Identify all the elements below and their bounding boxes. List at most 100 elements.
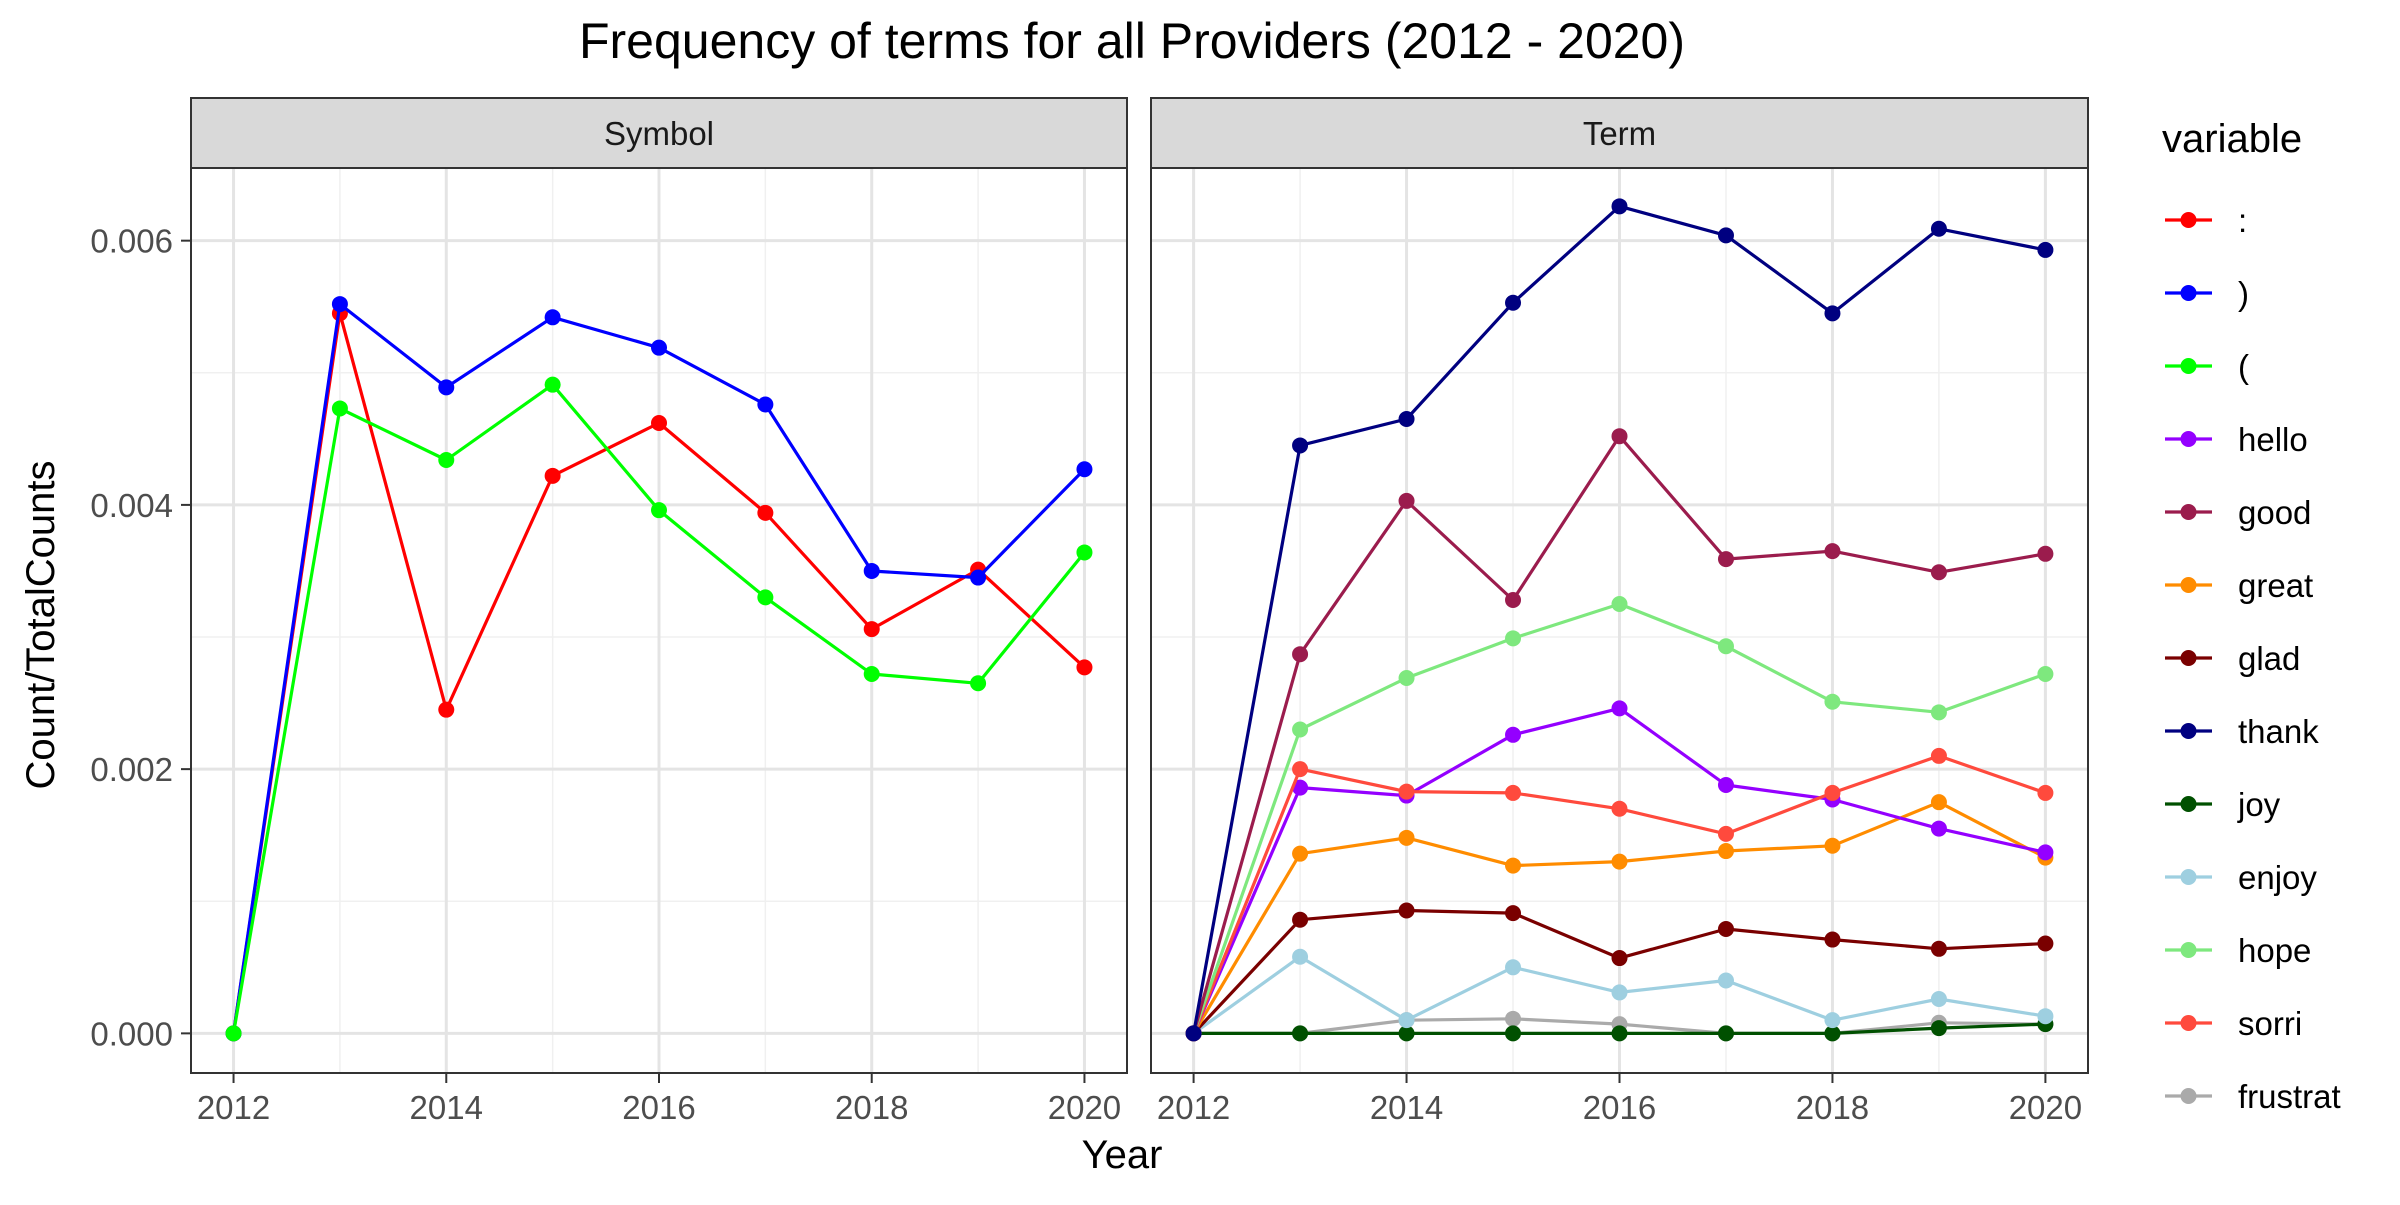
data-point — [331, 400, 348, 417]
legend-key-point — [2180, 577, 2197, 593]
legend-label: ) — [2238, 275, 2249, 312]
x-tick-label: 2018 — [1796, 1089, 1869, 1126]
legend-key-point — [2180, 869, 2197, 885]
data-point — [331, 296, 348, 313]
data-point — [438, 379, 455, 396]
data-point — [1398, 829, 1415, 846]
legend-item: ( — [2165, 348, 2249, 385]
data-point — [1930, 564, 1947, 581]
x-tick-label: 2018 — [835, 1089, 908, 1126]
data-point — [970, 675, 987, 692]
legend-label: glad — [2238, 640, 2300, 677]
data-point — [1824, 305, 1841, 322]
data-point — [651, 339, 667, 356]
data-point — [1505, 784, 1522, 801]
x-tick-label: 2016 — [1583, 1089, 1656, 1126]
legend-label: : — [2238, 202, 2247, 239]
data-point — [2037, 545, 2054, 562]
legend-key-point — [2180, 504, 2197, 520]
data-point — [1505, 592, 1522, 609]
data-point — [438, 701, 455, 718]
data-point — [1930, 820, 1947, 837]
legend-key-point — [2180, 723, 2197, 739]
data-point — [863, 666, 880, 683]
data-point — [1717, 776, 1734, 793]
legend-label: joy — [2237, 786, 2281, 823]
data-point — [1930, 1020, 1947, 1037]
data-point — [1611, 853, 1628, 870]
legend-item: hello — [2165, 421, 2308, 458]
x-tick-label: 2020 — [2009, 1089, 2082, 1126]
data-point — [1824, 1025, 1841, 1042]
legend-label: sorri — [2238, 1005, 2302, 1042]
data-point — [1505, 905, 1522, 922]
series-( — [225, 376, 1093, 1042]
legend-label: great — [2238, 567, 2313, 604]
legend-label: ( — [2238, 348, 2249, 385]
legend-key-point — [2180, 431, 2197, 447]
data-point — [1824, 543, 1841, 560]
data-point — [651, 502, 667, 519]
data-point — [1717, 638, 1734, 655]
x-tick-label: 2020 — [1048, 1089, 1121, 1126]
data-point — [1505, 959, 1522, 976]
data-point — [757, 589, 774, 606]
legend-key-point — [2180, 1088, 2197, 1104]
legend-item: hope — [2165, 932, 2311, 969]
data-point — [2037, 935, 2054, 952]
data-point — [1717, 1025, 1734, 1042]
series-) — [225, 296, 1093, 1042]
legend-key-point — [2180, 942, 2197, 958]
data-point — [1076, 544, 1093, 561]
data-point — [1611, 595, 1628, 612]
data-point — [1824, 1012, 1841, 1029]
legend-item: thank — [2165, 713, 2319, 750]
series-hello — [1185, 700, 2054, 1042]
data-point — [1292, 721, 1309, 738]
data-point — [970, 569, 987, 586]
legend-item: good — [2165, 494, 2311, 531]
data-point — [1824, 784, 1841, 801]
y-tick-label: 0.004 — [90, 487, 173, 524]
data-point — [1930, 747, 1947, 764]
panels-layer: Symbol 2012 2014 2016 2018 2020 0.000 0.002 0.00… — [90, 97, 2089, 1126]
data-point — [1292, 437, 1309, 454]
data-point — [1930, 940, 1947, 957]
data-point — [1398, 669, 1415, 686]
data-point — [651, 414, 667, 431]
data-point — [1505, 726, 1522, 743]
data-point — [757, 396, 774, 413]
facet-strip-label: Term — [1583, 115, 1656, 152]
legend-key-point — [2180, 1015, 2197, 1031]
series-joy — [1185, 1016, 2054, 1042]
legend-label: frustrat — [2238, 1078, 2341, 1115]
y-tick-label: 0.000 — [90, 1015, 173, 1052]
legend: :) ( hello good great glad thank joy enjoy hope so… — [2165, 202, 2341, 1115]
legend-key-point — [2180, 285, 2197, 301]
data-point — [1398, 1012, 1415, 1029]
series-thank — [1185, 198, 2054, 1042]
data-point — [544, 376, 561, 393]
facet-strip — [190, 97, 1128, 169]
legend-item: enjoy — [2165, 859, 2317, 896]
data-point — [1824, 931, 1841, 948]
data-point — [1292, 1025, 1309, 1042]
data-point — [863, 621, 880, 638]
legend-item: joy — [2165, 786, 2281, 823]
y-axis-title: Count/TotalCounts — [19, 460, 63, 789]
data-point — [1505, 294, 1522, 311]
x-tick-label: 2014 — [1370, 1089, 1443, 1126]
facet-strip-label: Symbol — [604, 115, 714, 152]
data-point — [1930, 220, 1947, 237]
legend-item: sorri — [2165, 1005, 2302, 1042]
legend-label: good — [2238, 494, 2311, 531]
data-point — [1824, 693, 1841, 710]
data-point — [1611, 950, 1628, 967]
data-point — [1611, 800, 1628, 817]
data-point — [1398, 492, 1415, 509]
legend-key-point — [2180, 212, 2197, 228]
data-point — [1717, 972, 1734, 989]
chart-title: Frequency of terms for all Providers (20… — [579, 13, 1685, 69]
x-axis-title: Year — [1082, 1133, 1163, 1177]
